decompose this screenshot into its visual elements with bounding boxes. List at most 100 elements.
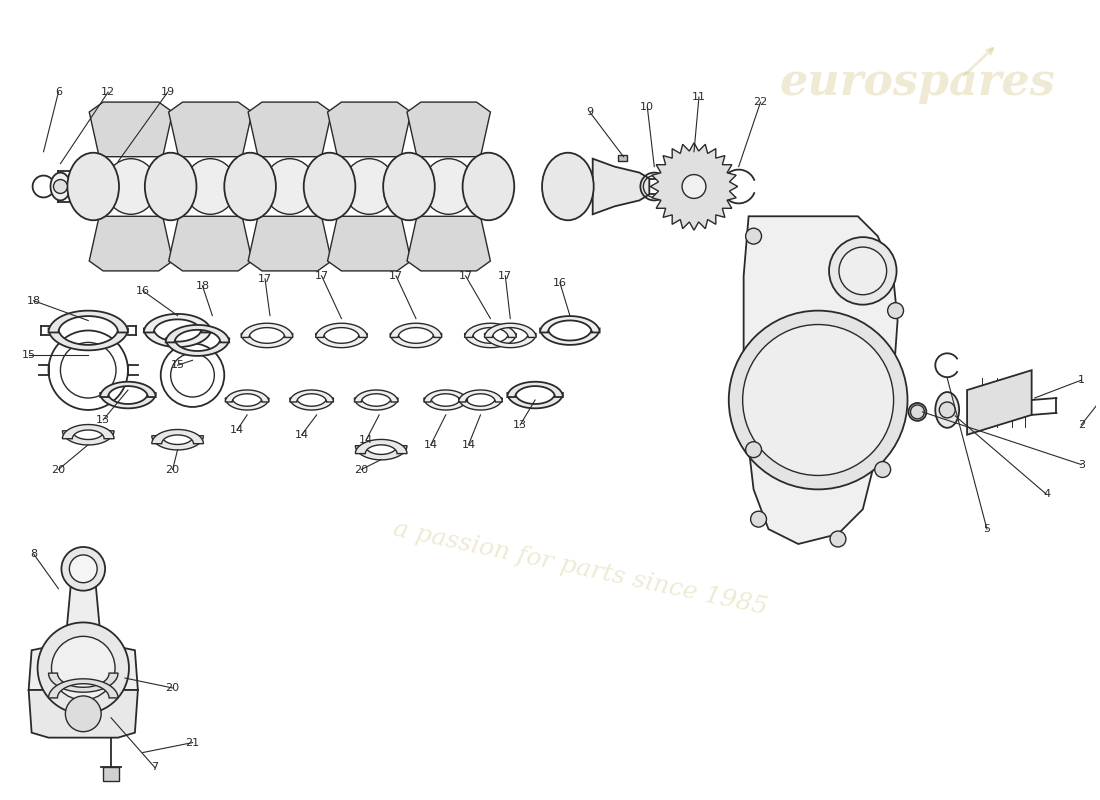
Circle shape: [69, 555, 97, 582]
Polygon shape: [390, 323, 442, 338]
Text: 15: 15: [22, 350, 35, 360]
Circle shape: [742, 325, 893, 475]
Ellipse shape: [145, 153, 197, 220]
Polygon shape: [48, 679, 118, 698]
Polygon shape: [168, 216, 252, 271]
Circle shape: [65, 696, 101, 732]
Polygon shape: [650, 142, 738, 230]
Circle shape: [911, 405, 924, 419]
Ellipse shape: [106, 158, 157, 214]
Circle shape: [37, 622, 129, 714]
Text: 14: 14: [424, 440, 438, 450]
Circle shape: [888, 302, 903, 318]
Polygon shape: [63, 425, 114, 438]
Circle shape: [746, 228, 761, 244]
Text: 6: 6: [55, 87, 62, 97]
Polygon shape: [100, 393, 156, 408]
Text: 2: 2: [1078, 420, 1085, 430]
Circle shape: [62, 547, 106, 590]
Circle shape: [939, 402, 955, 418]
Text: 12: 12: [101, 87, 116, 97]
Polygon shape: [507, 393, 563, 408]
Polygon shape: [355, 446, 407, 460]
Text: 17: 17: [257, 274, 272, 284]
Polygon shape: [249, 216, 331, 271]
Polygon shape: [168, 102, 252, 157]
Polygon shape: [390, 334, 442, 348]
Text: 14: 14: [360, 434, 373, 445]
Text: 14: 14: [230, 425, 244, 434]
Polygon shape: [316, 334, 367, 348]
Text: 21: 21: [186, 738, 199, 748]
Text: 5: 5: [983, 524, 990, 534]
Circle shape: [52, 636, 116, 700]
Polygon shape: [424, 390, 468, 402]
Polygon shape: [241, 323, 293, 338]
Text: 20: 20: [166, 683, 179, 693]
Text: 17: 17: [459, 271, 473, 281]
Ellipse shape: [463, 153, 515, 220]
Text: 10: 10: [640, 102, 654, 112]
Ellipse shape: [51, 173, 70, 200]
Polygon shape: [593, 158, 649, 214]
Text: 16: 16: [135, 286, 150, 296]
Polygon shape: [100, 382, 156, 397]
Polygon shape: [249, 102, 331, 157]
Polygon shape: [354, 390, 398, 402]
Ellipse shape: [304, 153, 355, 220]
Text: 3: 3: [1078, 459, 1085, 470]
Polygon shape: [48, 329, 128, 350]
Polygon shape: [166, 325, 229, 342]
Polygon shape: [407, 216, 491, 271]
Text: 11: 11: [692, 92, 706, 102]
Polygon shape: [459, 390, 503, 402]
Polygon shape: [48, 310, 128, 333]
Polygon shape: [459, 398, 503, 410]
Polygon shape: [355, 439, 407, 454]
Polygon shape: [464, 323, 516, 338]
Ellipse shape: [422, 158, 474, 214]
Text: 20: 20: [166, 465, 179, 474]
Polygon shape: [226, 390, 270, 402]
Text: 19: 19: [161, 87, 175, 97]
Ellipse shape: [383, 153, 434, 220]
Text: 4: 4: [1043, 490, 1050, 499]
Polygon shape: [289, 390, 333, 402]
Polygon shape: [328, 216, 411, 271]
Circle shape: [830, 531, 846, 547]
Ellipse shape: [264, 158, 316, 214]
Polygon shape: [103, 767, 119, 782]
Polygon shape: [29, 578, 138, 690]
Ellipse shape: [343, 158, 395, 214]
Polygon shape: [29, 690, 138, 738]
Text: 13: 13: [96, 415, 110, 425]
Polygon shape: [316, 323, 367, 338]
Circle shape: [54, 179, 67, 194]
Text: a passion for parts since 1985: a passion for parts since 1985: [390, 518, 769, 620]
Text: 18: 18: [26, 296, 41, 306]
Polygon shape: [484, 334, 536, 348]
Text: 18: 18: [196, 281, 209, 290]
Polygon shape: [328, 102, 411, 157]
Ellipse shape: [67, 153, 119, 220]
Polygon shape: [967, 370, 1032, 434]
Polygon shape: [48, 673, 118, 692]
Text: 20: 20: [52, 465, 66, 474]
Ellipse shape: [67, 169, 86, 204]
Circle shape: [682, 174, 706, 198]
Ellipse shape: [542, 153, 594, 220]
Ellipse shape: [909, 403, 926, 421]
Polygon shape: [617, 154, 627, 161]
Text: 13: 13: [514, 420, 527, 430]
Polygon shape: [540, 316, 600, 333]
Text: 16: 16: [553, 278, 566, 288]
Polygon shape: [241, 334, 293, 348]
Polygon shape: [89, 102, 173, 157]
Polygon shape: [89, 216, 173, 271]
Polygon shape: [152, 436, 204, 450]
Polygon shape: [226, 398, 270, 410]
Ellipse shape: [935, 392, 959, 428]
Text: 22: 22: [754, 97, 768, 107]
Polygon shape: [166, 338, 229, 356]
Polygon shape: [744, 216, 898, 544]
